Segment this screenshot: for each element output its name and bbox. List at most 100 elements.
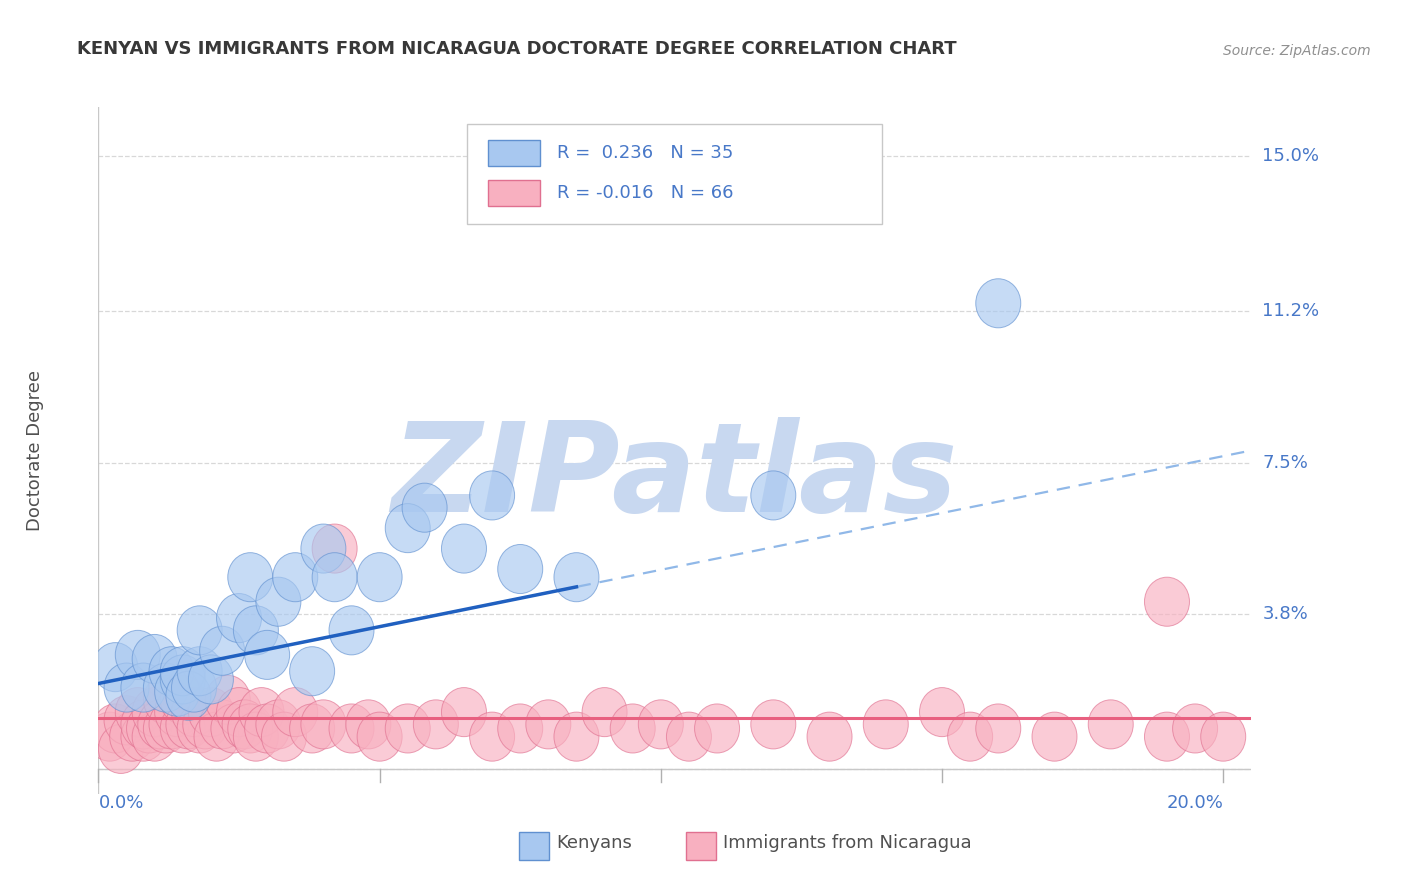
Text: ZIPatlas: ZIPatlas xyxy=(392,417,957,539)
Ellipse shape xyxy=(554,553,599,602)
Ellipse shape xyxy=(1173,704,1218,753)
Ellipse shape xyxy=(256,700,301,749)
Ellipse shape xyxy=(976,704,1021,753)
Bar xyxy=(519,832,550,860)
Ellipse shape xyxy=(138,700,183,749)
Ellipse shape xyxy=(188,688,233,737)
Ellipse shape xyxy=(98,724,143,773)
Ellipse shape xyxy=(177,647,222,696)
Text: 20.0%: 20.0% xyxy=(1167,795,1223,813)
Ellipse shape xyxy=(143,663,188,712)
Ellipse shape xyxy=(610,704,655,753)
Ellipse shape xyxy=(160,704,205,753)
Ellipse shape xyxy=(160,655,205,704)
Ellipse shape xyxy=(217,593,262,642)
Ellipse shape xyxy=(312,524,357,574)
Ellipse shape xyxy=(402,483,447,533)
Ellipse shape xyxy=(256,577,301,626)
Ellipse shape xyxy=(183,700,228,749)
Ellipse shape xyxy=(233,712,278,761)
Ellipse shape xyxy=(357,712,402,761)
Ellipse shape xyxy=(115,631,160,680)
Ellipse shape xyxy=(948,712,993,761)
Ellipse shape xyxy=(312,553,357,602)
Ellipse shape xyxy=(273,688,318,737)
Text: 15.0%: 15.0% xyxy=(1263,147,1319,165)
Ellipse shape xyxy=(93,642,138,691)
Ellipse shape xyxy=(228,704,273,753)
Text: 7.5%: 7.5% xyxy=(1263,454,1309,472)
Ellipse shape xyxy=(104,696,149,745)
Ellipse shape xyxy=(1088,700,1133,749)
Ellipse shape xyxy=(200,626,245,675)
Ellipse shape xyxy=(385,704,430,753)
Ellipse shape xyxy=(290,647,335,696)
Text: R =  0.236   N = 35: R = 0.236 N = 35 xyxy=(557,145,734,162)
Ellipse shape xyxy=(115,688,160,737)
Ellipse shape xyxy=(166,700,211,749)
Ellipse shape xyxy=(172,663,217,712)
Ellipse shape xyxy=(1144,712,1189,761)
Ellipse shape xyxy=(526,700,571,749)
Ellipse shape xyxy=(132,634,177,683)
Ellipse shape xyxy=(441,524,486,574)
Ellipse shape xyxy=(233,606,278,655)
Ellipse shape xyxy=(143,675,188,724)
Ellipse shape xyxy=(149,647,194,696)
Ellipse shape xyxy=(357,553,402,602)
Ellipse shape xyxy=(807,712,852,761)
Ellipse shape xyxy=(470,471,515,520)
Ellipse shape xyxy=(1201,712,1246,761)
Bar xyxy=(488,140,540,166)
Text: Kenyans: Kenyans xyxy=(557,834,633,853)
Ellipse shape xyxy=(1032,712,1077,761)
Ellipse shape xyxy=(222,700,267,749)
Ellipse shape xyxy=(385,504,430,553)
Bar xyxy=(686,832,717,860)
Text: R = -0.016   N = 66: R = -0.016 N = 66 xyxy=(557,184,734,202)
Ellipse shape xyxy=(166,672,211,721)
Ellipse shape xyxy=(87,712,132,761)
Ellipse shape xyxy=(301,700,346,749)
Ellipse shape xyxy=(863,700,908,749)
Text: KENYAN VS IMMIGRANTS FROM NICARAGUA DOCTORATE DEGREE CORRELATION CHART: KENYAN VS IMMIGRANTS FROM NICARAGUA DOCT… xyxy=(77,40,957,58)
Ellipse shape xyxy=(638,700,683,749)
Ellipse shape xyxy=(554,712,599,761)
Text: Source: ZipAtlas.com: Source: ZipAtlas.com xyxy=(1223,44,1371,58)
Ellipse shape xyxy=(121,663,166,712)
Ellipse shape xyxy=(582,688,627,737)
Ellipse shape xyxy=(132,688,177,737)
Ellipse shape xyxy=(149,700,194,749)
Text: 0.0%: 0.0% xyxy=(98,795,143,813)
Ellipse shape xyxy=(205,675,250,724)
Text: Immigrants from Nicaragua: Immigrants from Nicaragua xyxy=(723,834,972,853)
Ellipse shape xyxy=(470,712,515,761)
Ellipse shape xyxy=(155,667,200,716)
Text: Doctorate Degree: Doctorate Degree xyxy=(25,370,44,531)
Ellipse shape xyxy=(413,700,458,749)
Ellipse shape xyxy=(104,663,149,712)
Ellipse shape xyxy=(666,712,711,761)
Ellipse shape xyxy=(160,675,205,724)
Ellipse shape xyxy=(290,704,335,753)
Ellipse shape xyxy=(441,688,486,737)
FancyBboxPatch shape xyxy=(467,124,883,224)
Ellipse shape xyxy=(301,524,346,574)
Ellipse shape xyxy=(920,688,965,737)
Ellipse shape xyxy=(132,712,177,761)
Ellipse shape xyxy=(262,712,307,761)
Ellipse shape xyxy=(188,655,233,704)
Ellipse shape xyxy=(695,704,740,753)
Ellipse shape xyxy=(228,553,273,602)
Ellipse shape xyxy=(160,647,205,696)
Ellipse shape xyxy=(245,704,290,753)
Bar xyxy=(488,180,540,206)
Text: 11.2%: 11.2% xyxy=(1263,302,1320,320)
Ellipse shape xyxy=(155,688,200,737)
Ellipse shape xyxy=(217,688,262,737)
Ellipse shape xyxy=(127,704,172,753)
Ellipse shape xyxy=(245,631,290,680)
Ellipse shape xyxy=(121,700,166,749)
Ellipse shape xyxy=(172,688,217,737)
Ellipse shape xyxy=(751,700,796,749)
